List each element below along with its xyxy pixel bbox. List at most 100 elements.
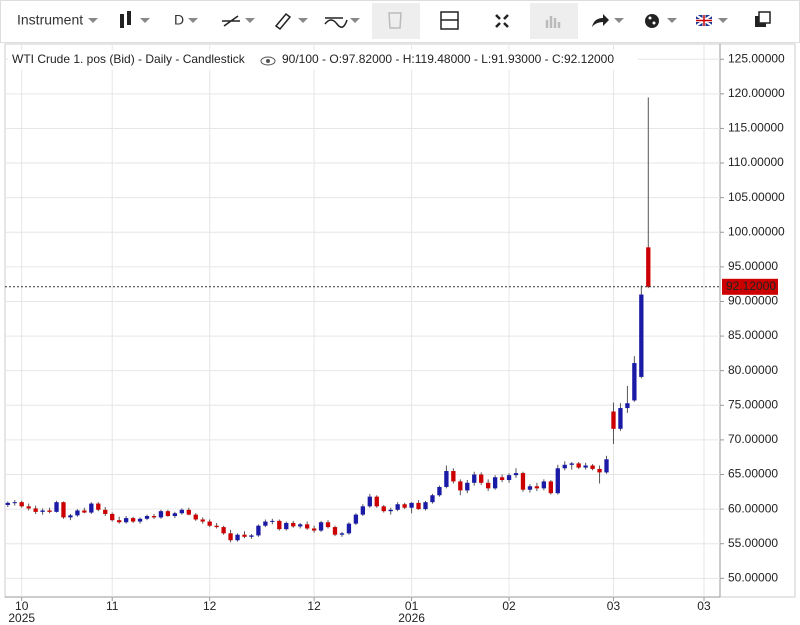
candle-body bbox=[388, 509, 393, 512]
candle-body bbox=[639, 294, 644, 377]
candle-body bbox=[75, 510, 80, 516]
candle-body bbox=[277, 520, 282, 530]
x-tick-label: 03 bbox=[607, 599, 621, 613]
candle-body bbox=[298, 524, 303, 527]
candle-body bbox=[541, 481, 547, 489]
chart-subtitle: 90/100 - O:97.82000 - H:119.48000 - L:91… bbox=[282, 52, 614, 66]
line-tool-button[interactable] bbox=[222, 15, 255, 27]
y-tick-label: 110.00000 bbox=[728, 155, 784, 169]
candle-body bbox=[576, 463, 581, 468]
candle-body bbox=[618, 408, 623, 429]
share-button[interactable] bbox=[592, 14, 624, 27]
candle-body bbox=[103, 509, 108, 514]
candle-body bbox=[381, 506, 386, 512]
candle-body bbox=[492, 477, 498, 489]
candle-body bbox=[151, 516, 157, 518]
candle-body bbox=[270, 520, 275, 522]
candle-body bbox=[325, 522, 331, 528]
candle-body bbox=[562, 464, 567, 469]
candle-body bbox=[465, 482, 470, 491]
candle-body bbox=[534, 486, 540, 489]
candle-body bbox=[284, 522, 289, 530]
trend-tool-button[interactable] bbox=[324, 17, 360, 28]
last-price-badge bbox=[722, 278, 778, 295]
candle-body bbox=[68, 515, 73, 518]
crosshair-button[interactable] bbox=[440, 11, 459, 30]
y-tick-label: 105.00000 bbox=[728, 190, 785, 204]
candle-body bbox=[423, 502, 428, 510]
candle-body bbox=[158, 511, 164, 518]
candle-body bbox=[374, 496, 379, 507]
candle-body bbox=[332, 527, 338, 535]
chart-type-button[interactable] bbox=[120, 11, 150, 28]
candle-body bbox=[256, 525, 261, 536]
candle-body bbox=[235, 534, 240, 541]
candle-body bbox=[360, 506, 366, 515]
candle-body bbox=[5, 502, 10, 505]
candle-body bbox=[583, 465, 588, 468]
candle-body bbox=[96, 503, 101, 510]
candle-body bbox=[200, 519, 205, 522]
x-tick-label: 11 bbox=[106, 599, 119, 613]
x-tick-label: 12 bbox=[307, 599, 321, 613]
candle-body bbox=[12, 502, 17, 504]
x-tick-label: 03 bbox=[697, 599, 711, 613]
candle-body bbox=[353, 514, 359, 524]
x-tick-label: 12 bbox=[203, 599, 217, 613]
delete-button[interactable] bbox=[372, 3, 420, 39]
instrument-button[interactable]: Instrument bbox=[17, 12, 83, 28]
candle-body bbox=[569, 463, 574, 465]
trash-icon bbox=[388, 12, 402, 29]
candle-body bbox=[486, 482, 491, 489]
interval-button[interactable]: D bbox=[174, 12, 184, 28]
labels: WTI Crude 1. pos (Bid) - Daily - Candles… bbox=[8, 50, 785, 625]
year-label: 2025 bbox=[8, 611, 35, 625]
candle-body bbox=[506, 475, 512, 481]
y-tick-label: 55.00000 bbox=[728, 536, 778, 550]
candle-body bbox=[61, 502, 66, 518]
candle-body bbox=[242, 534, 247, 537]
candle-body bbox=[172, 513, 178, 517]
y-tick-label: 120.00000 bbox=[728, 86, 785, 100]
candle-body bbox=[26, 506, 31, 509]
candle-body bbox=[590, 465, 595, 469]
y-tick-label: 90.00000 bbox=[728, 294, 778, 308]
y-tick-label: 85.00000 bbox=[728, 328, 778, 342]
language-button[interactable] bbox=[695, 14, 728, 27]
ruler-button[interactable] bbox=[274, 12, 308, 31]
candle-body bbox=[263, 521, 268, 526]
candle-body bbox=[82, 510, 87, 513]
theme-button[interactable] bbox=[645, 14, 677, 28]
candle-body bbox=[437, 486, 442, 496]
candle-body bbox=[346, 523, 352, 534]
candle-body bbox=[416, 502, 421, 510]
candle-body bbox=[130, 518, 136, 522]
candle-body bbox=[221, 527, 226, 534]
candle-body bbox=[548, 481, 553, 494]
dropdown-arrow bbox=[88, 18, 98, 23]
candle-body bbox=[311, 528, 317, 531]
y-tick-label: 50.00000 bbox=[728, 570, 778, 584]
fullscreen-button[interactable] bbox=[495, 14, 509, 28]
candle-body bbox=[33, 508, 38, 512]
candle-body bbox=[472, 474, 477, 483]
candle-body bbox=[249, 535, 254, 537]
y-tick-label: 115.00000 bbox=[728, 121, 784, 135]
candle-body bbox=[304, 524, 310, 529]
y-tick-label: 75.00000 bbox=[728, 397, 778, 411]
candle-body bbox=[214, 525, 219, 528]
toolbar: Instrument D bbox=[0, 0, 800, 43]
candle-body bbox=[193, 514, 198, 520]
y-tick-label: 95.00000 bbox=[728, 259, 778, 273]
x-tick-label: 10 bbox=[15, 599, 29, 613]
candle-body bbox=[137, 518, 143, 522]
popout-button[interactable] bbox=[755, 11, 771, 27]
candle-body bbox=[367, 496, 372, 507]
candle-body bbox=[479, 474, 484, 483]
candle-body bbox=[89, 503, 94, 513]
candle-body bbox=[165, 511, 171, 517]
candle-body bbox=[527, 486, 533, 490]
candle-body bbox=[318, 522, 324, 531]
visibility-icon[interactable] bbox=[260, 56, 276, 66]
